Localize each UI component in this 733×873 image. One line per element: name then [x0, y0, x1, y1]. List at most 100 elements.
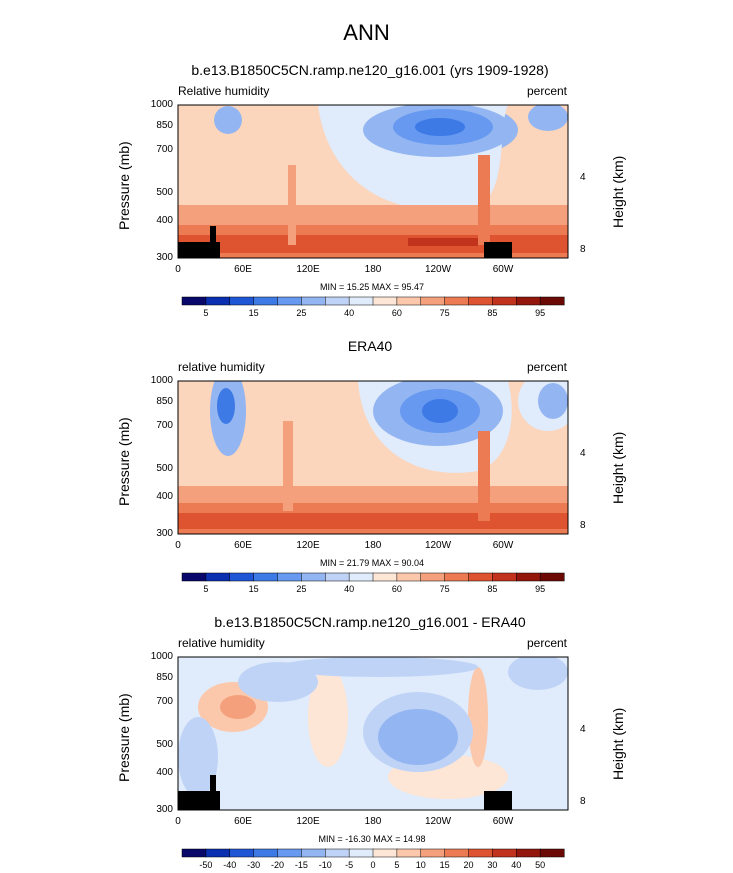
colorbar-swatch	[372, 296, 398, 306]
colorbar-swatch	[516, 572, 541, 582]
panel-1-plot	[177, 104, 569, 259]
panel-3-negative-bias	[178, 717, 218, 797]
panel-2-colorbar-label: 15	[248, 584, 259, 594]
panel-2-colorbar-label: 75	[439, 584, 450, 594]
panel-2-ytick-label: 400	[156, 491, 173, 503]
panel-2-right-title: percent	[526, 360, 567, 374]
panel-2-colorbar-label: 5	[203, 584, 209, 594]
panel-2-ytick-label: 1000	[150, 375, 173, 386]
colorbar-swatch	[348, 572, 374, 582]
panel-2-title: ERA40	[347, 338, 393, 354]
panel-1-colorbar-label: 5	[203, 308, 209, 318]
panel-2-xtick-label: 120E	[296, 540, 320, 551]
colorbar-swatch	[181, 848, 207, 858]
panel-1-colorbar-label: 15	[248, 308, 259, 318]
colorbar-swatch	[539, 848, 565, 858]
panel-2-ylabel: Pressure (mb)	[116, 417, 132, 506]
colorbar-swatch	[420, 572, 446, 582]
colorbar-swatch	[396, 848, 422, 858]
colorbar-swatch	[492, 572, 517, 582]
panel-3-terrain-africa	[210, 775, 216, 795]
panel-1-ytick-label: 850	[156, 119, 173, 131]
panel-3-colorbar	[181, 848, 565, 858]
colorbar-swatch	[205, 572, 231, 582]
colorbar-swatch	[444, 848, 470, 858]
panel-2-y2label: Height (km)	[610, 431, 626, 504]
panel-1-title: b.e13.B1850C5CN.ramp.ne120_g16.001 (yrs …	[191, 62, 549, 78]
colorbar-swatch	[444, 296, 470, 306]
colorbar-swatch	[492, 296, 517, 306]
panel-1-ylabel: Pressure (mb)	[116, 141, 132, 230]
panel-3-ytick-label: 300	[156, 804, 173, 815]
panel-3-colorbar-label: -30	[247, 860, 261, 870]
panel-3-positive-bias	[220, 695, 256, 719]
colorbar-swatch	[253, 848, 279, 858]
panel-3-terrain-africa	[178, 791, 220, 810]
panel-2-xtick-label: 60E	[234, 540, 252, 551]
panel-3-colorbar-label: -15	[294, 860, 308, 870]
colorbar-swatch	[468, 296, 493, 306]
panel-2-y2tick-label: 8	[580, 520, 586, 532]
panel-3-colorbar-label: -10	[318, 860, 332, 870]
panel-3-positive-bias	[468, 667, 488, 767]
panel-1-ytick-label: 300	[156, 252, 173, 263]
panel-2-colorbar-label: 85	[487, 584, 498, 594]
panel-2-colorbar-label: 25	[296, 584, 307, 594]
panel-3-positive-bias	[308, 667, 348, 767]
panel-2-colorbar-label: 40	[344, 584, 355, 594]
panel-1-left-title: Relative humidity	[178, 84, 270, 98]
panel-2-ytick-label: 850	[156, 395, 173, 407]
panel-1-convective-column	[288, 165, 296, 245]
panel-3-colorbar-label: 10	[415, 860, 426, 870]
panel-1-colorbar-label: 25	[296, 308, 307, 318]
panel-3-xtick-label: 0	[175, 816, 181, 827]
panel-2-colorbar-label: 60	[391, 584, 402, 594]
panel-2-convective-column	[283, 421, 293, 511]
panel-3-negative-bias	[378, 709, 458, 765]
panel-2-dry-region	[422, 399, 458, 423]
panel-3-colorbar-label: -50	[199, 860, 213, 870]
panel-3-right-title: percent	[526, 636, 567, 650]
panel-2-colorbar-label: 95	[535, 584, 546, 594]
panel-1-dry-region	[214, 106, 242, 134]
colorbar-swatch	[396, 572, 422, 582]
panel-1-dry-region	[415, 118, 465, 136]
colorbar-swatch	[277, 296, 302, 306]
panel-1-xtick-label: 60E	[234, 264, 252, 275]
main-title: ANN	[343, 20, 390, 45]
colorbar-swatch	[301, 572, 326, 582]
panel-1-xtick-label: 120E	[296, 264, 320, 275]
panel-1-stats: MIN = 15.25 MAX = 95.47	[319, 282, 425, 292]
panel-3-ytick-label: 500	[156, 739, 173, 751]
colorbar-swatch	[277, 572, 302, 582]
colorbar-swatch	[372, 572, 398, 582]
panel-3-colorbar-label: 0	[370, 860, 376, 870]
colorbar-swatch	[539, 572, 565, 582]
panel-2-ytick-label: 500	[156, 463, 173, 475]
panel-3-ytick-label: 700	[156, 696, 173, 708]
colorbar-swatch	[372, 848, 398, 858]
panel-1-moist-boundary-layer	[408, 238, 478, 246]
panel-1-right-title: percent	[526, 84, 567, 98]
colorbar-swatch	[205, 296, 231, 306]
panel-3-ylabel: Pressure (mb)	[116, 693, 132, 782]
colorbar-swatch	[253, 296, 279, 306]
panel-3-ytick-label: 400	[156, 767, 173, 779]
panel-3-xtick-label: 60W	[492, 816, 514, 827]
panel-3-left-title: relative humidity	[178, 636, 265, 650]
panel-1-convective-column	[478, 155, 490, 245]
panel-2-dry-region	[538, 383, 568, 419]
panel-2-xtick-label: 60W	[492, 540, 514, 551]
panel-3-xtick-label: 120E	[296, 816, 320, 827]
colorbar-swatch	[229, 572, 255, 582]
panel-3-xtick-label: 120W	[424, 816, 452, 827]
panel-3-colorbar-label: 30	[487, 860, 498, 870]
panel-1-colorbar-label: 95	[535, 308, 546, 318]
panel-2-xtick-label: 180	[364, 540, 382, 551]
panel-1-xtick-label: 180	[364, 264, 382, 275]
panel-1-y2label: Height (km)	[610, 155, 626, 228]
panel-3-colorbar-label: 50	[535, 860, 546, 870]
panel-2-xtick-label: 120W	[424, 540, 452, 551]
panel-1-colorbar-label: 40	[344, 308, 355, 318]
panel-3-ytick-label: 850	[156, 671, 173, 683]
